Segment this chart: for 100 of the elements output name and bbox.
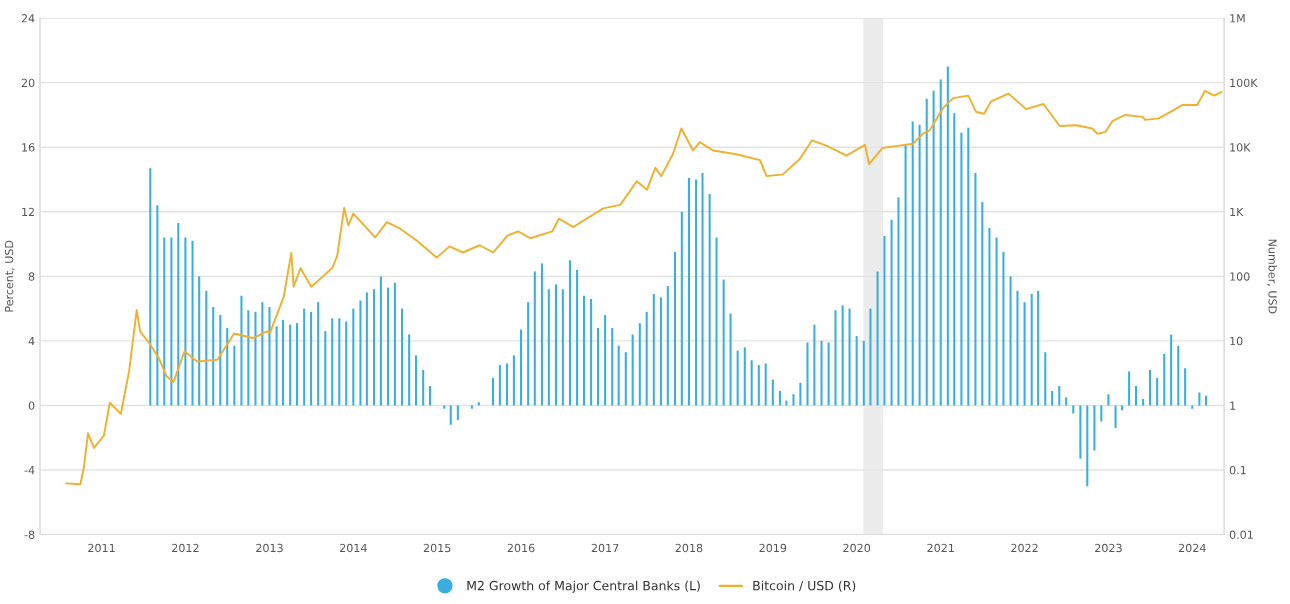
y-tick-label: 16 bbox=[22, 143, 35, 152]
bar bbox=[764, 363, 767, 406]
bar bbox=[422, 369, 425, 406]
bar bbox=[1009, 276, 1012, 406]
bar bbox=[233, 345, 236, 406]
y2-tick-label: 0.01 bbox=[1229, 530, 1253, 539]
bar bbox=[904, 144, 907, 406]
y2-tick-label: 0.1 bbox=[1229, 465, 1246, 475]
bar bbox=[205, 290, 208, 406]
bar bbox=[547, 289, 550, 406]
y2-tick-label: 10 bbox=[1230, 336, 1243, 346]
x-tick-label: 2016 bbox=[507, 543, 535, 553]
bar bbox=[827, 342, 830, 406]
bar bbox=[848, 308, 851, 406]
y2-tick-label: 1 bbox=[1230, 401, 1236, 410]
bar bbox=[254, 311, 257, 406]
x-tick-label: 2021 bbox=[927, 543, 954, 553]
bar bbox=[177, 223, 180, 406]
bar bbox=[401, 308, 404, 406]
bar bbox=[1156, 378, 1159, 406]
bar bbox=[1072, 405, 1075, 414]
bar bbox=[352, 308, 355, 406]
bar bbox=[988, 227, 991, 406]
bar bbox=[1065, 397, 1068, 406]
bar bbox=[611, 327, 614, 406]
x-tick-label: 2012 bbox=[172, 543, 199, 553]
bar bbox=[974, 173, 977, 406]
bar bbox=[1177, 345, 1180, 406]
bar bbox=[1100, 405, 1103, 422]
x-tick-label: 2019 bbox=[759, 543, 787, 553]
bar bbox=[456, 405, 459, 420]
bar bbox=[576, 269, 579, 406]
bar bbox=[995, 237, 998, 406]
bar bbox=[261, 302, 264, 406]
bar bbox=[408, 334, 411, 406]
bar bbox=[1086, 405, 1089, 487]
bar bbox=[393, 282, 396, 406]
bar bbox=[757, 365, 760, 406]
bar bbox=[1191, 405, 1194, 409]
bar bbox=[582, 295, 586, 406]
bar bbox=[338, 318, 341, 406]
line-series bbox=[65, 89, 1223, 486]
bar bbox=[1114, 405, 1117, 429]
bar bbox=[862, 340, 865, 406]
bar bbox=[149, 168, 152, 406]
y2-tick-label: 1K bbox=[1230, 207, 1244, 216]
bar bbox=[708, 194, 711, 406]
y-tick-label: 24 bbox=[21, 14, 35, 23]
bar bbox=[736, 350, 739, 406]
bar bbox=[163, 237, 166, 406]
bar bbox=[372, 289, 376, 406]
bar bbox=[296, 323, 299, 406]
bar bbox=[967, 127, 970, 406]
x-tick-label: 2017 bbox=[591, 543, 619, 553]
y-tick-label: 4 bbox=[28, 337, 35, 346]
bar bbox=[324, 331, 327, 406]
bar bbox=[365, 292, 368, 406]
y2-tick-label: 10K bbox=[1230, 143, 1251, 152]
bar bbox=[1148, 369, 1152, 406]
bar bbox=[512, 355, 515, 406]
bar bbox=[345, 321, 348, 406]
bar bbox=[219, 315, 222, 406]
bar bbox=[876, 271, 879, 406]
bar bbox=[869, 308, 872, 406]
bar bbox=[645, 311, 648, 406]
bar bbox=[1023, 302, 1026, 406]
y-axis-title: Percent, USD bbox=[4, 240, 15, 312]
bar bbox=[491, 378, 495, 406]
bar bbox=[617, 345, 620, 406]
bar bbox=[198, 276, 201, 406]
bar bbox=[1205, 395, 1208, 406]
bar bbox=[379, 276, 382, 406]
bar bbox=[1030, 294, 1033, 406]
bar bbox=[687, 177, 690, 406]
bar bbox=[226, 327, 229, 406]
bar bbox=[631, 334, 634, 406]
x-tick-label: 2015 bbox=[423, 543, 451, 553]
bar bbox=[415, 355, 418, 406]
bar bbox=[792, 394, 795, 406]
bar bbox=[981, 202, 984, 406]
bar bbox=[932, 90, 935, 406]
x-tick-label: 2014 bbox=[340, 543, 367, 553]
bar bbox=[778, 390, 781, 406]
bar bbox=[813, 324, 816, 406]
x-tick-label: 2023 bbox=[1095, 543, 1122, 553]
bar bbox=[359, 300, 362, 406]
bar bbox=[1128, 371, 1131, 406]
bar bbox=[191, 240, 194, 406]
bar bbox=[855, 336, 858, 406]
bar bbox=[890, 219, 893, 406]
y2-axis-title: Number, USD bbox=[1267, 239, 1278, 314]
bar bbox=[505, 363, 509, 406]
bar bbox=[939, 79, 942, 406]
bar bbox=[1163, 353, 1166, 406]
bar bbox=[275, 326, 278, 406]
bar bbox=[1044, 352, 1047, 406]
bar bbox=[701, 173, 704, 406]
bar bbox=[897, 197, 900, 406]
bar bbox=[652, 294, 655, 406]
bar bbox=[1037, 290, 1040, 406]
